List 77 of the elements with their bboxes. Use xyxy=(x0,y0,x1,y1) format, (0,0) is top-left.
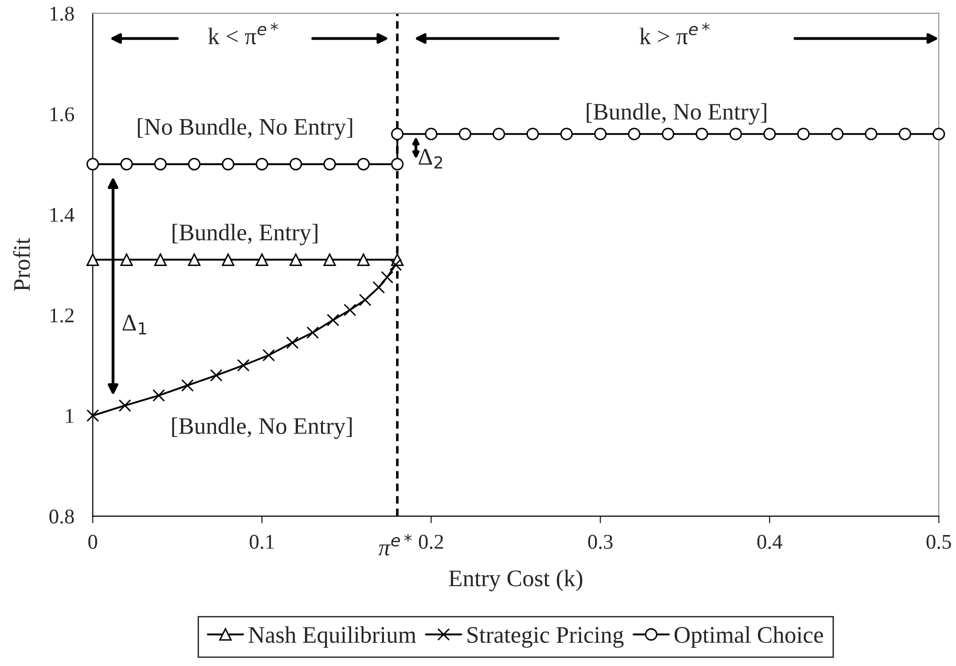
point xyxy=(86,253,99,266)
point xyxy=(326,314,340,326)
point xyxy=(306,326,319,339)
y-axis-title: Profit xyxy=(13,238,30,291)
x-tick-label: 0.5 xyxy=(926,534,951,549)
point xyxy=(323,158,336,170)
point xyxy=(391,128,404,140)
annotation: Δ$_{1}$ xyxy=(122,314,146,334)
y-tick-label: 0.8 xyxy=(49,510,74,524)
point xyxy=(181,379,194,392)
point xyxy=(492,128,506,140)
point xyxy=(344,304,356,316)
point xyxy=(372,281,385,294)
point xyxy=(797,128,810,140)
point xyxy=(286,336,299,349)
point xyxy=(222,158,234,170)
y-tick-label: 1.6 xyxy=(50,107,74,122)
point xyxy=(357,253,370,266)
annotation: [Bundle, No Entry] xyxy=(586,103,766,125)
point xyxy=(864,128,878,140)
point xyxy=(763,128,776,140)
point xyxy=(526,128,539,140)
point xyxy=(86,409,99,422)
point xyxy=(424,128,438,140)
point xyxy=(560,128,573,140)
y-tick-label: 1 xyxy=(66,409,74,423)
point xyxy=(898,128,912,140)
x-tick-label: 0.2 xyxy=(418,534,444,549)
annotation: k < π$^{e*}$ xyxy=(208,22,278,44)
point xyxy=(152,389,165,402)
annotation: k > π$^{e*}$ xyxy=(640,22,710,44)
x-axis-title: Entry Cost (k) xyxy=(448,570,582,592)
point xyxy=(729,128,742,140)
point xyxy=(831,128,844,140)
point xyxy=(932,128,946,140)
point xyxy=(256,158,268,170)
point xyxy=(458,128,472,140)
annotation: [Bundle, Entry] xyxy=(172,224,318,246)
point xyxy=(391,158,404,170)
annotation: [Bundle, No Entry] xyxy=(172,417,352,439)
point xyxy=(188,253,201,266)
point xyxy=(662,128,674,140)
annotation: Δ$_{2}$ xyxy=(418,149,442,168)
point xyxy=(256,253,268,266)
point xyxy=(118,399,132,412)
point xyxy=(628,128,640,140)
x-tick-label: 0 xyxy=(88,534,98,549)
x-tick-label: 0.1 xyxy=(250,534,274,549)
point xyxy=(594,128,607,140)
point xyxy=(290,158,302,170)
point xyxy=(357,158,370,170)
y-tick-label: 1.2 xyxy=(50,308,74,323)
y-tick-label: 1.8 xyxy=(50,6,74,21)
point xyxy=(389,258,402,271)
legend-label: Strategic Pricing xyxy=(468,627,624,648)
point xyxy=(262,348,275,362)
point xyxy=(154,253,167,266)
point xyxy=(188,158,201,170)
point xyxy=(290,253,302,266)
point xyxy=(120,158,133,170)
point xyxy=(154,158,167,170)
legend-label: Optimal Choice xyxy=(674,626,823,648)
point xyxy=(323,253,336,266)
x-tick-label: 0.3 xyxy=(588,534,613,549)
point xyxy=(120,253,133,266)
point xyxy=(86,158,99,170)
point xyxy=(210,369,223,382)
point xyxy=(358,294,372,306)
ref-line-label: π$^{e*}$ xyxy=(378,534,412,556)
annotation: [No Bundle, No Entry] xyxy=(138,118,352,140)
point xyxy=(222,253,234,266)
point xyxy=(696,128,708,140)
x-tick-label: 0.4 xyxy=(757,534,782,549)
legend-label: Nash Equilibrium xyxy=(248,626,416,648)
y-tick-label: 1.4 xyxy=(50,208,74,222)
point xyxy=(380,271,394,284)
point xyxy=(237,359,250,372)
